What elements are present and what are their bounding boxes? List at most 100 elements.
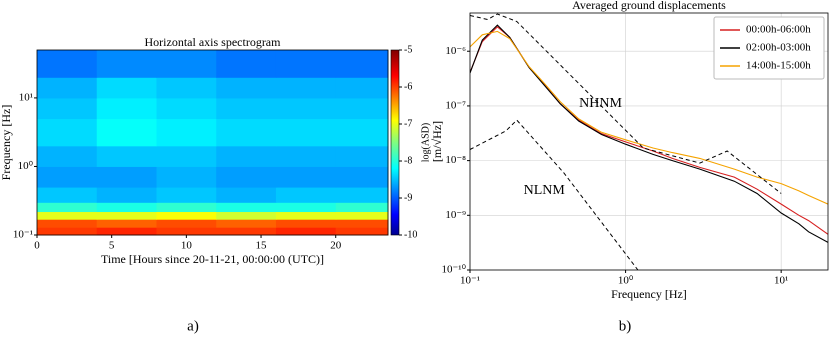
heatmap-cell — [216, 97, 277, 120]
plot-lines — [470, 13, 828, 270]
heatmap-cell — [275, 187, 337, 203]
heatmap-cell — [216, 118, 277, 147]
x-axis-label: Time [Hours since 20-11-21, 00:00:00 (UT… — [101, 252, 324, 266]
colorbar-tick-label: -9 — [404, 192, 412, 203]
x-tick-label: 15 — [256, 240, 268, 252]
heatmap-cell — [37, 97, 98, 120]
y-tick-label: 10⁻⁷ — [445, 99, 466, 111]
heatmap-cell — [216, 50, 277, 78]
heatmap-cell — [37, 227, 98, 236]
heatmap-cell — [335, 202, 389, 213]
heatmap-cell — [37, 211, 98, 220]
heatmap-cell — [37, 219, 98, 228]
y-tick-label: 10⁻¹⁰ — [441, 264, 466, 276]
heatmap-cell — [216, 187, 277, 203]
colorbar-label: log(ASD) — [420, 123, 431, 162]
heatmap-cell — [96, 77, 157, 99]
heatmap-cell — [37, 118, 98, 147]
x-tick-label: 10⁻¹ — [460, 275, 480, 287]
legend-label: 02:00h-03:00h — [746, 42, 811, 54]
x-tick-label: 10⁰ — [618, 275, 634, 287]
heatmap-cell — [156, 219, 217, 228]
x-tick-label: 20 — [330, 240, 342, 252]
annotation: NHNM — [579, 96, 622, 111]
heatmap-cell — [275, 211, 337, 220]
heatmap-cell — [37, 166, 98, 188]
y-tick-label: 10⁰ — [18, 160, 34, 172]
heatmap-cell — [156, 227, 217, 236]
heatmap-cell — [96, 166, 157, 188]
heatmap-cell — [156, 166, 217, 188]
heatmap-cell — [156, 145, 217, 167]
heatmap-cell — [275, 219, 337, 228]
series-line — [470, 24, 828, 243]
colorbar-tick-label: -6 — [404, 81, 412, 92]
heatmap-cell — [96, 97, 157, 120]
heatmap-cell — [156, 211, 217, 220]
y-tick-label: 10¹ — [19, 91, 33, 103]
heatmap-cell — [275, 77, 337, 99]
heatmap-cell — [335, 97, 389, 120]
x-tick-label: 0 — [34, 240, 40, 252]
x-tick-label: 10¹ — [774, 275, 788, 287]
heatmap-cell — [275, 118, 337, 147]
heatmap-cell — [216, 166, 277, 188]
heatmap-cell — [96, 227, 157, 236]
heatmap-cell — [335, 145, 389, 167]
heatmap-cell — [96, 202, 157, 213]
heatmap-cell — [216, 202, 277, 213]
heatmap-cell — [335, 211, 389, 220]
legend-label: 14:00h-15:00h — [746, 60, 811, 72]
y-tick-label: 10⁻⁶ — [445, 45, 466, 57]
heatmap-cell — [96, 145, 157, 167]
heatmap-cell — [37, 187, 98, 203]
y-tick-label: 10⁻⁸ — [445, 154, 466, 166]
heatmap-cell — [37, 50, 98, 78]
colorbar-tick-label: -8 — [404, 155, 412, 166]
heatmap-cell — [275, 97, 337, 120]
heatmap-cell — [156, 50, 217, 78]
x-tick-label: 5 — [109, 240, 115, 252]
heatmap-cell — [96, 50, 157, 78]
legend — [713, 16, 825, 80]
heatmap-cell — [96, 187, 157, 203]
x-axis-label: Frequency [Hz] — [611, 287, 687, 301]
heatmap-cell — [275, 202, 337, 213]
y-axis-label: [m/√Hz] — [430, 121, 444, 162]
heatmap-cell — [156, 77, 217, 99]
legend-label: 00:00h-06:00h — [746, 24, 811, 36]
chart-title: Averaged ground displacements — [572, 0, 726, 12]
y-axis-label: Frequency [Hz] — [0, 105, 13, 181]
heatmap-cell — [37, 145, 98, 167]
heatmap-cell — [156, 187, 217, 203]
chart-title: Horizontal axis spectrogram — [145, 35, 282, 49]
heatmap-cell — [216, 227, 277, 236]
heatmap-cell — [96, 211, 157, 220]
colorbar-tick-label: -10 — [404, 229, 417, 240]
heatmap-cell — [335, 219, 389, 228]
y-tick-label: 10⁻⁹ — [445, 209, 466, 221]
heatmap-cell — [335, 50, 389, 78]
heatmap-cell — [335, 77, 389, 99]
heatmap-cell — [216, 219, 277, 228]
heatmap-cell — [156, 97, 217, 120]
panel-label: a) — [187, 318, 199, 334]
heatmap-cell — [156, 202, 217, 213]
heatmap-cell — [275, 227, 337, 236]
series-line — [470, 30, 828, 205]
heatmap-cell — [96, 118, 157, 147]
y-tick-label: 10⁻¹ — [13, 229, 33, 241]
heatmap-cell — [37, 202, 98, 213]
heatmap-cell — [275, 50, 337, 78]
heatmap-cell — [156, 118, 217, 147]
heatmap-cell — [335, 227, 389, 236]
plot-frame — [469, 12, 829, 271]
heatmap-cell — [216, 77, 277, 99]
annotation: NLNM — [524, 183, 566, 198]
heatmap-cell — [335, 166, 389, 188]
heatmap-cell — [216, 211, 277, 220]
plot-frame — [36, 49, 389, 236]
heatmap-cell — [96, 219, 157, 228]
